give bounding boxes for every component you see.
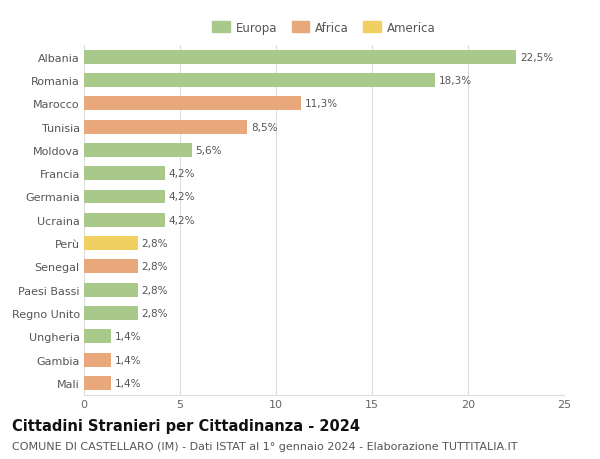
- Bar: [84, 306, 138, 320]
- Text: 1,4%: 1,4%: [115, 355, 141, 365]
- Text: 4,2%: 4,2%: [169, 215, 195, 225]
- Text: 5,6%: 5,6%: [196, 146, 222, 156]
- Bar: [84, 330, 111, 344]
- Bar: [84, 167, 164, 181]
- Text: 2,8%: 2,8%: [142, 262, 168, 272]
- Bar: [84, 144, 191, 157]
- Bar: [84, 213, 164, 227]
- Bar: [84, 353, 111, 367]
- Text: 2,8%: 2,8%: [142, 239, 168, 249]
- Text: 1,4%: 1,4%: [115, 331, 141, 341]
- Text: 8,5%: 8,5%: [251, 122, 278, 132]
- Text: 11,3%: 11,3%: [305, 99, 338, 109]
- Text: 4,2%: 4,2%: [169, 192, 195, 202]
- Text: 2,8%: 2,8%: [142, 308, 168, 319]
- Bar: [84, 97, 301, 111]
- Bar: [84, 260, 138, 274]
- Bar: [84, 74, 436, 88]
- Bar: [84, 376, 111, 390]
- Text: Cittadini Stranieri per Cittadinanza - 2024: Cittadini Stranieri per Cittadinanza - 2…: [12, 418, 360, 433]
- Bar: [84, 50, 516, 65]
- Bar: [84, 283, 138, 297]
- Text: 1,4%: 1,4%: [115, 378, 141, 388]
- Text: 22,5%: 22,5%: [520, 52, 553, 62]
- Text: 4,2%: 4,2%: [169, 169, 195, 179]
- Text: 18,3%: 18,3%: [439, 76, 472, 86]
- Text: 2,8%: 2,8%: [142, 285, 168, 295]
- Bar: [84, 236, 138, 251]
- Bar: [84, 190, 164, 204]
- Legend: Europa, Africa, America: Europa, Africa, America: [208, 17, 440, 39]
- Text: COMUNE DI CASTELLARO (IM) - Dati ISTAT al 1° gennaio 2024 - Elaborazione TUTTITA: COMUNE DI CASTELLARO (IM) - Dati ISTAT a…: [12, 441, 517, 451]
- Bar: [84, 120, 247, 134]
